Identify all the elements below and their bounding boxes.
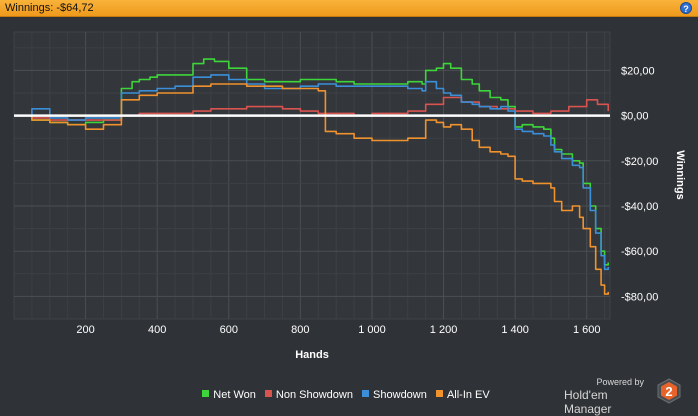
y-axis-ticks: $20,00 $0,00 -$20,00 -$40,00 -$60,00 -$80,00 [621,65,658,303]
series-lines [14,58,610,295]
x-tick-label: 600 [220,324,238,336]
x-tick-label: 1 200 [430,324,458,336]
legend-label: Non Showdown [275,389,353,401]
y-tick-label: -$20,00 [621,156,658,168]
showdown-swatch [362,390,370,397]
y-tick-label: $0,00 [621,111,649,123]
legend-item-all-in-ev[interactable]: All-In EV [435,389,490,401]
x-tick-label: 1 000 [358,324,386,336]
logo-number: 2 [665,384,672,399]
series-all-in-ev-line [14,83,609,295]
legend-label: Net Won [213,389,256,401]
x-tick-label: 400 [148,324,166,336]
legend-label: Showdown [373,389,427,401]
y-tick-label: -$40,00 [621,201,658,213]
winnings-title: Winnings: -$64,72 [5,2,94,14]
x-axis-title: Hands [295,349,329,361]
y-tick-label: $20,00 [621,65,655,77]
powered-by-badge: Powered by Hold'em Manager 2 [564,377,684,416]
legend-item-net-won[interactable]: Net Won [202,389,256,401]
title-bar: Winnings: -$64,72 ? [0,0,698,17]
non-showdown-swatch [264,390,272,397]
x-tick-label: 1 600 [573,324,601,336]
legend-item-showdown[interactable]: Showdown [362,389,427,401]
help-icon[interactable]: ? [680,2,692,14]
y-axis-title: Winnings [674,150,686,199]
winnings-chart: 200 400 600 800 1 000 1 200 1 400 1 600 $20,00$… [13,31,686,361]
holdem-manager-logo-icon: 2 [657,378,681,404]
powered-by-label: Powered by [596,377,644,387]
net-won-swatch [202,390,210,397]
x-tick-label: 200 [76,324,94,336]
legend: Net Won Non Showdown Showdown All-In EV [0,389,698,403]
series-showdown-line [14,74,609,271]
y-tick-label: -$80,00 [621,291,658,303]
legend-label: All-In EV [446,389,490,401]
y-tick-label: -$60,00 [621,246,658,258]
product-name: Hold'em Manager [564,388,612,416]
grid-lines [14,32,610,319]
legend-item-non-showdown[interactable]: Non Showdown [264,389,353,401]
x-axis-ticks: 200 400 600 800 1 000 1 200 1 400 1 600 [76,324,600,336]
x-tick-label: 1 400 [501,324,529,336]
all-in-ev-swatch [435,390,443,397]
x-tick-label: 800 [291,324,309,336]
